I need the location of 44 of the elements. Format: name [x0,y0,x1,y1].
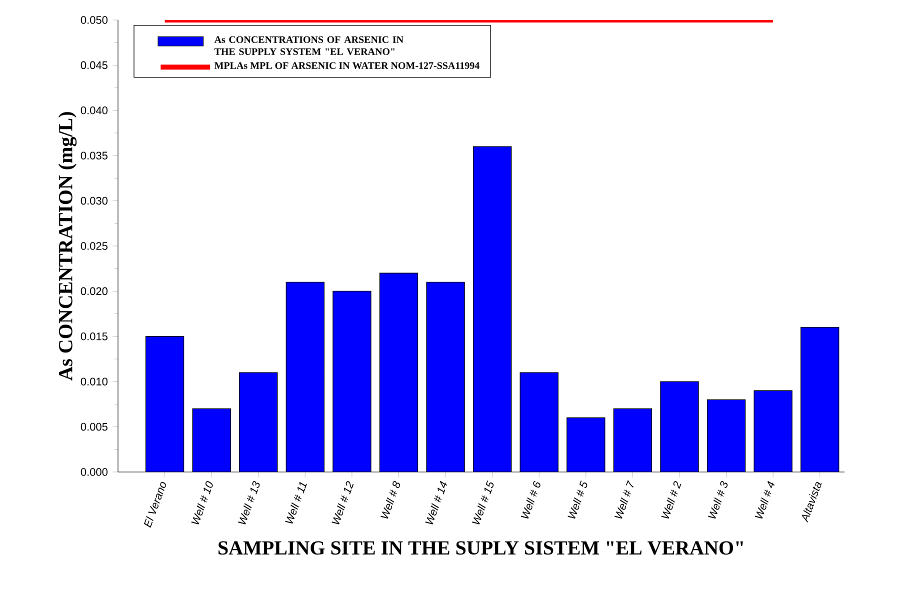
y-tick-label: 0.005 [80,422,108,431]
bar [332,290,372,472]
x-tick-label: Well # 8 [380,481,400,519]
x-tick-label: Well # 14 [425,480,447,524]
bar [613,408,652,472]
x-tick-label: Well # 10 [191,481,213,524]
x-tick-label: El Verano [144,482,166,528]
bar [239,372,278,472]
x-tick-label: Well # 3 [708,481,728,519]
bar [706,399,746,472]
bar [145,336,184,472]
x-tick-label: Well # 12 [332,481,354,524]
bar [520,372,558,472]
bar [192,408,231,472]
x-tick-label: Well # 13 [238,481,260,524]
x-tick-label: Well # 7 [614,480,634,519]
bar [566,417,606,472]
bar [660,381,699,472]
x-tick-label: Well # 2 [661,481,682,519]
y-tick-label: 0.015 [80,332,108,340]
y-axis-title: As CONCENTRATION (mg/L) [58,112,77,381]
x-tick-label: Well # 6 [520,480,540,519]
legend-label: MPLAs MPL OF ARSENIC IN WATER NOM-127-SSA11994 [214,62,480,69]
x-axis-title: SAMPLING SITE IN THE SUPLY SISTEM "EL VERANO" [218,541,743,555]
y-tick-label: 0.010 [80,378,108,386]
x-tick-label: Well # 5 [568,480,588,519]
y-tick-label: 0.050 [80,16,108,24]
bar [379,272,418,472]
bar [472,146,512,472]
y-tick-label: 0.035 [80,152,108,160]
y-tick-label: 0.030 [80,196,108,205]
x-tick-label: Well # 4 [754,480,775,519]
y-tick-label: 0.020 [80,287,108,296]
y-tick-label: 0.000 [80,468,108,476]
y-tick-label: 0.045 [80,61,108,70]
bar [286,282,325,472]
x-tick-label: Well # 11 [285,482,307,524]
y-tick-label: 0.040 [80,106,108,114]
x-tick-label: Well # 15 [472,480,494,524]
bar [754,390,792,472]
legend-label: As CONCENTRATIONS OF ARSENIC IN THE SUPPLY SYSTEM "EL VERANO" [214,36,404,56]
bar [426,282,465,472]
y-tick-label: 0.025 [80,242,108,250]
bar [800,327,840,472]
